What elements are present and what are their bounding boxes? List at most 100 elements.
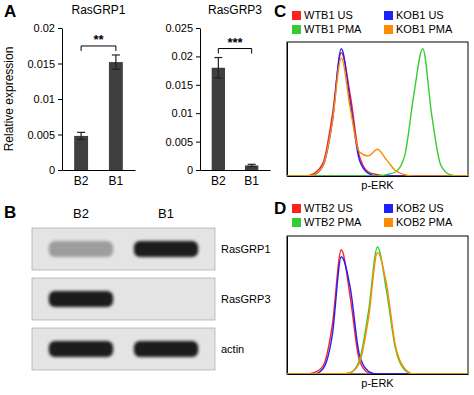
tick-mark: [196, 142, 200, 143]
tick-mark: [58, 170, 62, 171]
x-axis: B2 B1: [201, 170, 271, 188]
axis-line: [62, 29, 63, 171]
axis-line: [200, 29, 201, 171]
legend-item: KOB1 US: [384, 9, 444, 21]
tick-label: 0.005: [165, 136, 193, 148]
error-cap: [248, 164, 256, 165]
tick: B1: [244, 170, 259, 188]
bar: [109, 62, 123, 170]
histogram-line: [287, 257, 468, 374]
tick-label: 0.02: [34, 22, 55, 34]
axis-line: [287, 237, 288, 375]
chart-title: RasGRP1: [71, 3, 125, 17]
legend-label: WTB1 PMA: [304, 23, 362, 35]
error-bar: [248, 164, 256, 166]
tick-mark: [58, 64, 62, 65]
legend-item: KOB2 US: [384, 202, 444, 214]
legend-label: KOB2 US: [396, 202, 444, 214]
legend-label: WTB2 US: [304, 202, 353, 214]
histogram-line: [287, 253, 468, 374]
legend-item: WTB1 US: [292, 9, 353, 21]
tick-label: 0.01: [34, 93, 55, 105]
tick-mark: [196, 56, 200, 57]
error-cap: [77, 139, 85, 140]
tick-mark: [196, 85, 200, 86]
legend-label: WTB2 PMA: [304, 216, 362, 228]
legend-swatch: [292, 218, 301, 227]
bar: [245, 165, 258, 170]
tick: B2: [211, 170, 226, 188]
legend-label: WTB1 US: [304, 9, 353, 21]
legend-swatch: [384, 218, 393, 227]
legend-swatch: [292, 204, 301, 213]
tick: 0.01: [34, 93, 62, 105]
blot-band: [49, 241, 113, 257]
axis-title: p-ERK: [361, 377, 394, 389]
error-cap: [248, 166, 256, 167]
histogram-line: [287, 53, 468, 176]
legend-item: WTB1 PMA: [292, 23, 362, 35]
axis-line: [288, 374, 469, 375]
tick-label: 0: [49, 164, 55, 176]
plot-area: [74, 55, 123, 170]
tick-mark: [58, 28, 62, 29]
legend: WTB2 USKOB2 USWTB2 PMAKOB2 PMA: [292, 202, 453, 228]
tick: B1: [109, 170, 124, 188]
error-bar: [77, 132, 85, 139]
tick-mark: [196, 113, 200, 114]
row-label: RasGRP1: [221, 243, 271, 255]
histogram-chart: WTB2 USKOB2 USWTB2 PMAKOB2 PMAp-ERK: [287, 202, 469, 389]
tick-label: 0.02: [172, 50, 193, 62]
panel-label: C: [274, 2, 286, 21]
panel-label: B: [4, 203, 16, 222]
plot-area: [212, 58, 259, 170]
axis-line: [63, 170, 136, 171]
legend-swatch: [384, 11, 393, 20]
blot-strip: [32, 278, 215, 320]
histogram-chart: WTB1 USKOB1 USWTB1 PMAKOB1 PMAp-ERK: [287, 9, 469, 191]
legend-item: KOB1 PMA: [384, 23, 453, 35]
y-axis: [287, 237, 288, 375]
tick-mark: [196, 170, 200, 171]
histogram-line: [287, 49, 468, 176]
error-cap: [214, 77, 222, 78]
significance-label: **: [93, 32, 104, 47]
bar-chart: 00.0050.010.0150.02B2B1RasGRP1Relative e…: [2, 3, 136, 188]
error-cap: [112, 69, 120, 70]
tick: B2: [74, 170, 89, 188]
axis-line: [288, 176, 469, 177]
legend-label: KOB1 US: [396, 9, 444, 21]
significance-label: ***: [227, 35, 243, 50]
plot-area: [287, 49, 468, 176]
tick: 0.005: [165, 136, 200, 148]
bar: [212, 68, 225, 170]
x-axis: B2 B1: [63, 170, 136, 188]
error-cap: [77, 132, 85, 133]
axis-line: [287, 43, 288, 177]
axis-line: [201, 170, 271, 171]
plot-frame: [287, 236, 468, 374]
legend-swatch: [292, 11, 301, 20]
error-bar: [112, 55, 120, 69]
chart-title: RasGRP3: [208, 3, 262, 17]
tick-label: 0.015: [27, 58, 55, 70]
error-line: [115, 55, 116, 69]
legend-item: WTB2 PMA: [292, 216, 362, 228]
plot-frame: [287, 42, 468, 176]
tick: 0.02: [34, 22, 62, 34]
legend-item: WTB2 US: [292, 202, 353, 214]
x-axis: [288, 374, 469, 375]
blot-strip: [32, 328, 215, 370]
plot-area: [287, 247, 468, 374]
legend-swatch: [384, 204, 393, 213]
y-axis: 0 0.005 0.01 0.015 0.02: [27, 22, 62, 176]
legend-swatch: [384, 25, 393, 34]
tick: 0.01: [172, 107, 200, 119]
tick-label: 0.005: [27, 129, 55, 141]
blot-strip: [32, 228, 215, 270]
blot-band: [134, 341, 198, 357]
panel-label: A: [4, 2, 16, 21]
tick-label: B2: [74, 174, 89, 188]
row-label: RasGRP3: [221, 293, 271, 305]
error-cap: [112, 54, 120, 55]
